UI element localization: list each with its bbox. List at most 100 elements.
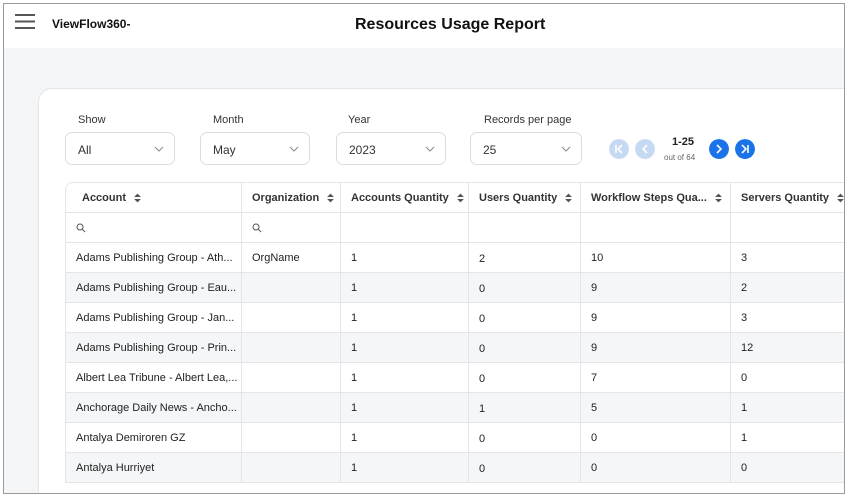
table-cell: 3 xyxy=(731,243,844,273)
table-cell: 2 xyxy=(469,243,581,273)
table-cell: Adams Publishing Group - Eau... xyxy=(65,273,242,303)
filter-label: Records per page xyxy=(484,114,572,126)
column-header[interactable]: Organization xyxy=(242,182,341,213)
sort-icon[interactable] xyxy=(134,193,141,203)
column-search[interactable] xyxy=(242,213,341,243)
table-cell: 1 xyxy=(731,423,844,453)
table-cell xyxy=(242,363,341,393)
column-header[interactable]: Accounts Quantity xyxy=(341,182,469,213)
table-cell: 0 xyxy=(731,363,844,393)
filter-label: Show xyxy=(78,114,106,126)
table-cell: 1 xyxy=(469,393,581,423)
table-cell: 3 xyxy=(731,303,844,333)
table-cell xyxy=(242,333,341,363)
table-cell: 0 xyxy=(469,333,581,363)
table-cell: 9 xyxy=(581,273,731,303)
select-value: May xyxy=(213,143,236,157)
table-cell: 0 xyxy=(581,453,731,483)
table-cell: 1 xyxy=(341,453,469,483)
filter-cell xyxy=(581,213,731,243)
sort-icon[interactable] xyxy=(715,193,722,203)
page-title: Resources Usage Report xyxy=(355,16,546,33)
column-title: Organization xyxy=(252,191,320,204)
search-icon xyxy=(76,223,86,232)
top-bar: ViewFlow360- Resources Usage Report xyxy=(4,4,844,48)
select-value: 25 xyxy=(483,143,497,157)
sort-icon[interactable] xyxy=(457,193,464,203)
chevron xyxy=(289,146,299,152)
column-title: Servers Quantity xyxy=(741,191,830,204)
table-cell: OrgName xyxy=(242,243,341,273)
table-cell: 1 xyxy=(341,243,469,273)
table-cell: Antalya Demiroren GZ xyxy=(65,423,242,453)
table-cell xyxy=(242,303,341,333)
column-search[interactable] xyxy=(65,213,242,243)
select-value: All xyxy=(78,143,92,157)
column-header[interactable]: Account xyxy=(65,182,242,213)
menu-button[interactable] xyxy=(15,14,37,30)
column-header[interactable]: Users Quantity xyxy=(469,182,581,213)
table-cell: 12 xyxy=(731,333,844,363)
table-cell: 10 xyxy=(581,243,731,273)
table-cell: 1 xyxy=(731,393,844,423)
next-page-button[interactable] xyxy=(709,139,729,159)
sort-icon[interactable] xyxy=(837,193,844,203)
last-page-button[interactable] xyxy=(735,139,755,159)
table-cell: 2 xyxy=(731,273,844,303)
filter-cell xyxy=(469,213,581,243)
table-cell: Anchorage Daily News - Ancho... xyxy=(65,393,242,423)
page-total: out of 64 xyxy=(664,153,696,162)
filter-cell xyxy=(341,213,469,243)
app-name: ViewFlow360- xyxy=(52,17,131,31)
sort-icon[interactable] xyxy=(565,193,572,203)
month-select[interactable]: May xyxy=(200,132,310,165)
chevron xyxy=(154,146,164,152)
filter-cell xyxy=(731,213,844,243)
records-select[interactable]: 25 xyxy=(470,132,582,165)
column-title: Account xyxy=(82,191,126,204)
column-title: Workflow Steps Qua... xyxy=(591,191,707,204)
column-title: Accounts Quantity xyxy=(351,191,449,204)
table-cell: 0 xyxy=(581,423,731,453)
table-cell: 0 xyxy=(469,453,581,483)
table-cell xyxy=(242,393,341,423)
table-cell: 7 xyxy=(581,363,731,393)
first-page-button[interactable] xyxy=(609,139,629,159)
column-header[interactable]: Servers Quantity xyxy=(731,182,844,213)
page-range: 1-25 xyxy=(672,136,695,148)
table-cell: 1 xyxy=(341,303,469,333)
search-icon xyxy=(252,223,262,232)
table-cell xyxy=(242,273,341,303)
table-cell: 0 xyxy=(469,273,581,303)
table-cell: 5 xyxy=(581,393,731,423)
table-cell: Adams Publishing Group - Prin... xyxy=(65,333,242,363)
sort-icon[interactable] xyxy=(327,193,334,203)
column-title: Users Quantity xyxy=(479,191,558,204)
table-cell: Adams Publishing Group - Jan... xyxy=(65,303,242,333)
filter-label: Year xyxy=(348,114,371,126)
table-cell xyxy=(242,453,341,483)
table-cell: Antalya Hurriyet xyxy=(65,453,242,483)
table-cell: 0 xyxy=(469,303,581,333)
table-cell: 0 xyxy=(469,423,581,453)
table-cell: 0 xyxy=(469,363,581,393)
table-cell: 1 xyxy=(341,333,469,363)
select-value: 2023 xyxy=(349,143,376,157)
prev-page-button[interactable] xyxy=(635,139,655,159)
table-cell xyxy=(242,423,341,453)
table-cell: 0 xyxy=(731,453,844,483)
table-cell: 1 xyxy=(341,273,469,303)
table-cell: 1 xyxy=(341,393,469,423)
table-cell: 9 xyxy=(581,333,731,363)
column-header[interactable]: Workflow Steps Qua... xyxy=(581,182,731,213)
filter-label: Month xyxy=(213,114,244,126)
table-cell: 9 xyxy=(581,303,731,333)
year-select[interactable]: 2023 xyxy=(336,132,446,165)
chevron xyxy=(425,146,435,152)
table-cell: 1 xyxy=(341,363,469,393)
show-select[interactable]: All xyxy=(65,132,175,165)
chevron xyxy=(561,146,571,152)
table-cell: Adams Publishing Group - Ath... xyxy=(65,243,242,273)
